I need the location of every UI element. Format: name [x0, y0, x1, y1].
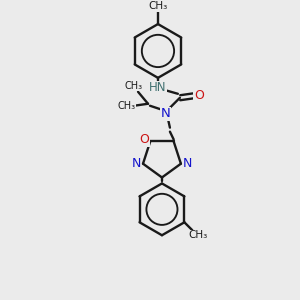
- Text: N: N: [161, 107, 171, 120]
- Text: CH₃: CH₃: [189, 230, 208, 240]
- Text: N: N: [183, 157, 193, 170]
- Text: CH₃: CH₃: [125, 81, 143, 91]
- Text: HN: HN: [149, 81, 167, 94]
- Text: O: O: [139, 133, 149, 146]
- Text: CH₃: CH₃: [148, 1, 168, 11]
- Text: CH₃: CH₃: [117, 101, 135, 111]
- Text: O: O: [194, 89, 204, 102]
- Text: N: N: [131, 157, 141, 170]
